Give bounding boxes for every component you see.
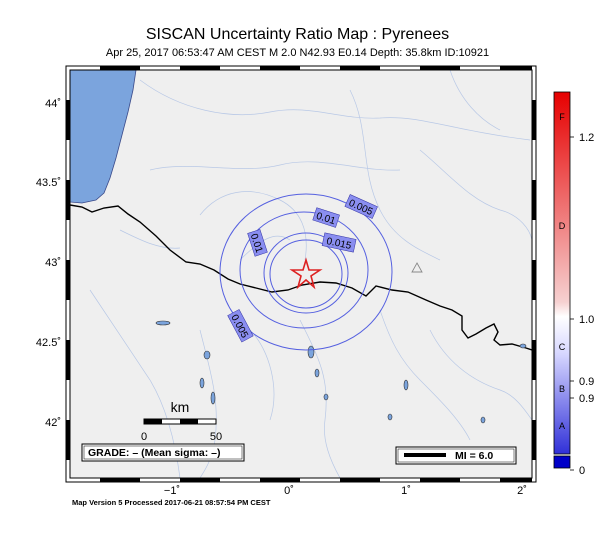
colorbar-value: 0: [579, 465, 585, 477]
colorbar-value: 1.0: [579, 314, 594, 326]
latitude-labels: 44˚ 43.5˚ 43˚ 42.5˚ 42˚: [36, 98, 61, 429]
map-area: 0.005 0.01 0.015 0.01 0.005: [70, 70, 532, 478]
map-frame: [65, 65, 537, 483]
contour-label-0.015: 0.015: [325, 236, 352, 252]
lon-label: 0˚: [284, 485, 294, 497]
mi-text: MI = 6.0: [455, 450, 493, 462]
uncertainty-contours: [219, 193, 393, 351]
lat-label: 42.5˚: [36, 337, 61, 349]
scale-bar-start: 0: [141, 431, 147, 443]
colorbar-grade: D: [559, 221, 566, 231]
scale-bar: km 0 50: [141, 399, 222, 443]
contour-0.015-inner: [269, 239, 343, 309]
bay-of-biscay: [70, 70, 137, 204]
contour-0.015-outer: [263, 232, 349, 314]
colorbar-grade: C: [559, 342, 566, 352]
mi-legend: MI = 6.0: [395, 446, 517, 465]
scale-bar-unit: km: [171, 399, 190, 415]
lat-label: 43˚: [45, 257, 61, 269]
lon-label: 1˚: [401, 485, 411, 497]
colorbar-value: 0.9: [579, 393, 594, 405]
longitude-labels: −1˚ 0˚ 1˚ 2˚: [164, 485, 527, 497]
colorbar-grade: F: [559, 112, 565, 122]
lakes: [155, 320, 527, 424]
country-border: [70, 204, 532, 351]
lon-label: 2˚: [517, 485, 527, 497]
epicenter-star-icon: [289, 257, 323, 290]
scale-bar-end: 50: [210, 431, 222, 443]
colorbar: F D C B A 1.2 1.0 0.9 0.9 0: [553, 91, 594, 477]
colorbar-value: 0.9: [579, 376, 594, 388]
lat-label: 43.5˚: [36, 177, 61, 189]
lat-label: 42˚: [45, 417, 61, 429]
colorbar-gradient: [553, 91, 571, 455]
land-background: [70, 70, 532, 478]
map-version-footer: Map Version 5 Processed 2017-06-21 08:57…: [72, 498, 271, 507]
colorbar-bottom-swatch: [553, 455, 571, 469]
map-title: SISCAN Uncertainty Ratio Map : Pyrenees: [145, 26, 450, 43]
colorbar-grade: B: [559, 384, 565, 394]
contour-0.005: [219, 193, 393, 351]
lon-label: −1˚: [164, 485, 180, 497]
colorbar-grade: A: [559, 421, 565, 431]
event-info: Apr 25, 2017 06:53:47 AM CEST M 2.0 N42.…: [105, 47, 490, 59]
contour-0.01: [239, 211, 369, 329]
lat-label: 44˚: [45, 98, 61, 110]
station-triangle-icon: [411, 262, 423, 273]
colorbar-value: 1.2: [579, 132, 594, 144]
grade-box: GRADE: – (Mean sigma: –): [81, 443, 245, 462]
grade-text: GRADE: – (Mean sigma: –): [88, 447, 220, 459]
